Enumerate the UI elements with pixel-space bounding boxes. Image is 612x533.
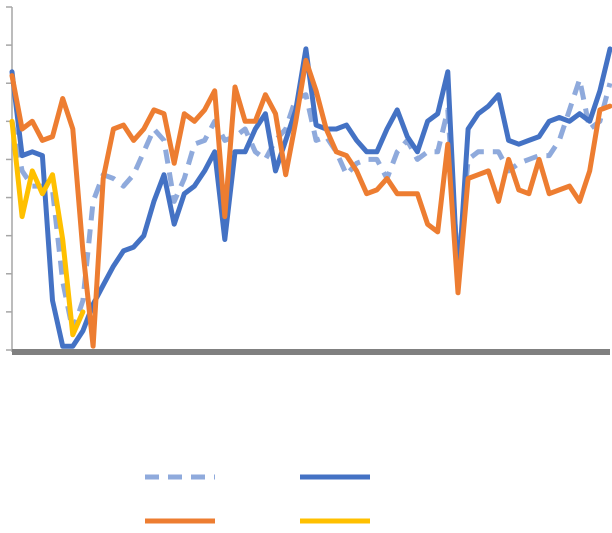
series-line xyxy=(9,46,612,349)
series-line xyxy=(9,57,612,349)
series-line xyxy=(9,118,86,338)
